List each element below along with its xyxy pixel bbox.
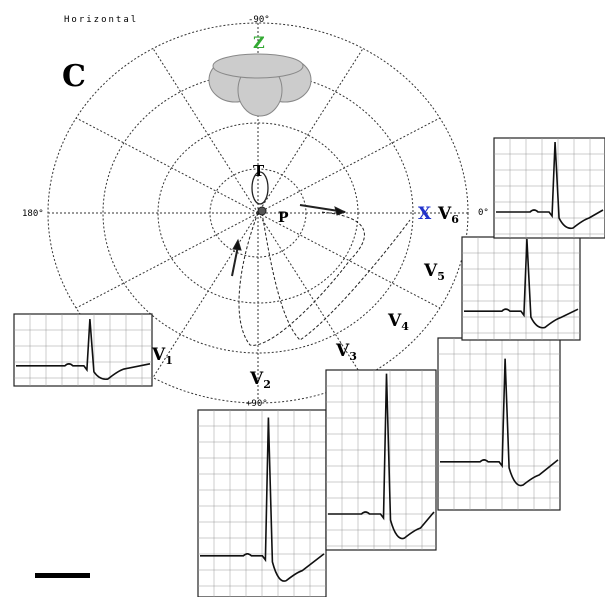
title: Horizontal [64,15,138,25]
ecg-strip: V5 [423,237,580,340]
angle-label: +90° [246,399,268,409]
ecg-frame [438,338,560,510]
radial-line [153,213,258,378]
lead-letter: V [249,369,264,389]
scale-bar [35,573,90,578]
ecg-strip: V1 [14,314,173,386]
angle-label: 0° [478,208,489,218]
angle-label: 180° [22,209,44,219]
lead-letter: V [423,261,438,281]
ecg-frame [326,370,436,550]
vector-loops [232,172,410,345]
lead-index: 2 [263,378,271,391]
lead-label: V4 [387,311,409,333]
angle-label: -90° [248,15,270,25]
loop-label: P [278,210,289,226]
lead-letter: V [151,345,166,365]
lead-index: 4 [401,320,409,333]
lead-label: V1 [151,345,173,367]
lead-letter: V [387,311,402,331]
lead-label: V2 [249,369,271,391]
loop-label: T [253,162,265,180]
ecg-strip: V6 [437,138,605,238]
lead-index: 5 [437,270,445,283]
lead-index: 3 [349,350,357,363]
lead-index: 6 [451,213,459,226]
lead-label: V5 [423,261,445,283]
ecg-strip: V3 [326,341,436,550]
lead-label: V6 [437,204,459,226]
lead-letter: V [437,204,452,224]
panel-label: C [62,59,86,94]
axis-label: X [418,204,432,224]
ecg-frame [462,237,580,340]
lead-index: 1 [165,354,173,367]
diagram: Horizontal C -90° 180° 0° +90° Z X T P V… [0,0,605,597]
ecg-frame [14,314,152,386]
axis-label: Z [253,33,265,52]
heart [209,54,311,116]
lead-label: V3 [335,341,357,363]
lead-letter: V [335,341,350,361]
ecg-frame [494,138,605,238]
